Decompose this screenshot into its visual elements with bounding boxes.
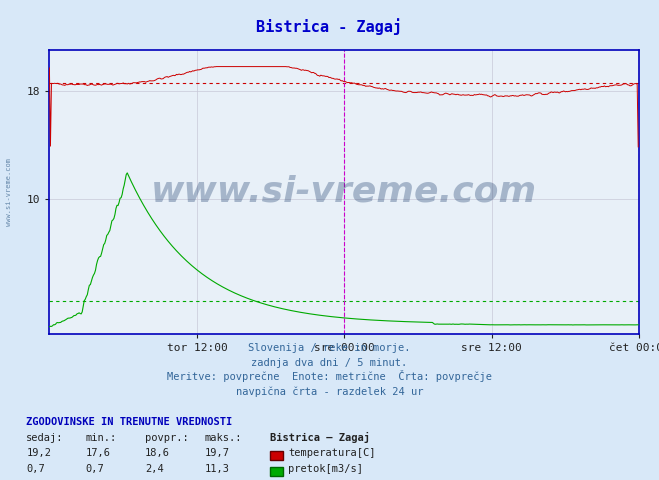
Text: pretok[m3/s]: pretok[m3/s] (288, 464, 363, 474)
Text: min.:: min.: (86, 432, 117, 443)
Text: Meritve: povprečne  Enote: metrične  Črta: povprečje: Meritve: povprečne Enote: metrične Črta:… (167, 370, 492, 382)
Text: www.si-vreme.com: www.si-vreme.com (152, 175, 537, 209)
Text: temperatura[C]: temperatura[C] (288, 448, 376, 458)
Text: povpr.:: povpr.: (145, 432, 188, 443)
Text: 19,7: 19,7 (204, 448, 229, 458)
Text: 0,7: 0,7 (86, 464, 104, 474)
Text: 19,2: 19,2 (26, 448, 51, 458)
Text: Bistrica – Zagaj: Bistrica – Zagaj (270, 432, 370, 443)
Text: zadnja dva dni / 5 minut.: zadnja dva dni / 5 minut. (251, 358, 408, 368)
Text: 17,6: 17,6 (86, 448, 111, 458)
Text: navpična črta - razdelek 24 ur: navpična črta - razdelek 24 ur (236, 386, 423, 396)
Text: 18,6: 18,6 (145, 448, 170, 458)
Text: maks.:: maks.: (204, 432, 242, 443)
Text: Bistrica - Zagaj: Bistrica - Zagaj (256, 18, 403, 35)
Text: sedaj:: sedaj: (26, 432, 64, 443)
Text: www.si-vreme.com: www.si-vreme.com (5, 158, 12, 226)
Text: 2,4: 2,4 (145, 464, 163, 474)
Text: 11,3: 11,3 (204, 464, 229, 474)
Text: Slovenija / reke in morje.: Slovenija / reke in morje. (248, 343, 411, 353)
Text: ZGODOVINSKE IN TRENUTNE VREDNOSTI: ZGODOVINSKE IN TRENUTNE VREDNOSTI (26, 417, 233, 427)
Text: 0,7: 0,7 (26, 464, 45, 474)
